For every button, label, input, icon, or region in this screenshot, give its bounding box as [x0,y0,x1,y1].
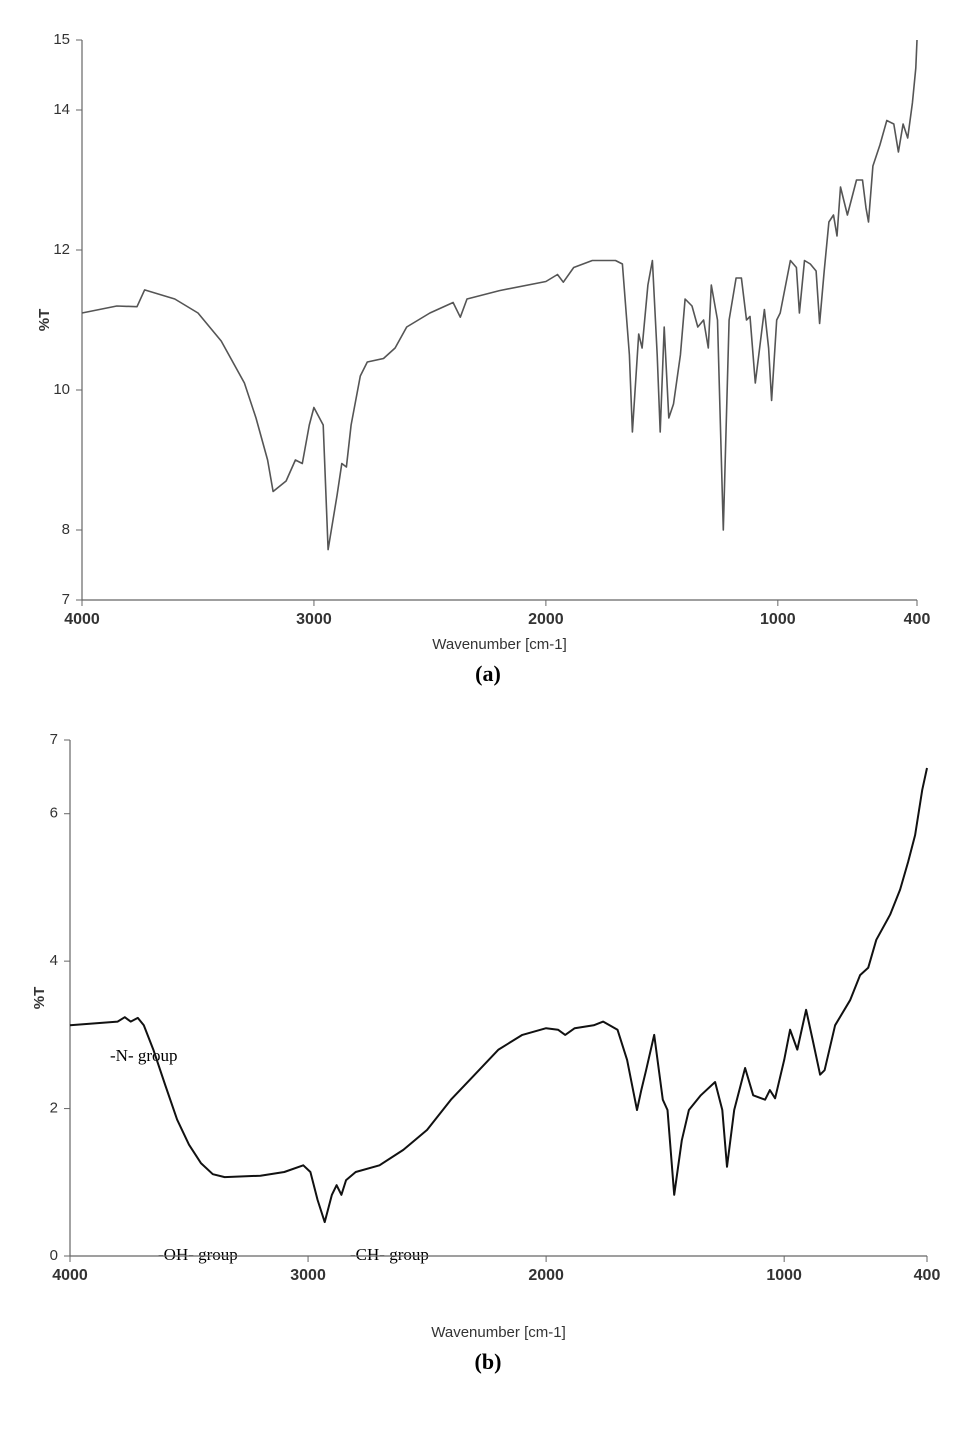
y-axis-label: %T [31,987,48,1010]
x-tick-label: 3000 [296,611,332,628]
x-tick-label: 400 [904,611,931,628]
y-tick-label: 15 [53,31,70,48]
x-tick-label: 3000 [290,1267,326,1284]
x-tick-label: 1000 [766,1267,802,1284]
caption: (a) [475,661,501,686]
spectrum-line [81,39,918,551]
x-tick-label: 4000 [52,1267,88,1284]
y-tick-label: 8 [62,521,70,538]
annotation: -CH- group [350,1245,429,1264]
y-tick-label: 7 [62,591,70,608]
x-tick-label: 2000 [528,1267,564,1284]
spectrum-line [69,767,928,1224]
x-tick-label: 400 [914,1267,941,1284]
x-axis-label: Wavenumber [cm-1] [431,1324,565,1341]
annotation: -N- group [110,1046,178,1065]
y-tick-label: 2 [50,1100,58,1117]
y-tick-label: 0 [50,1247,58,1264]
y-tick-label: 4 [50,952,58,969]
x-tick-label: 1000 [760,611,796,628]
y-axis-label: %T [36,309,53,332]
y-tick-label: 7 [50,731,58,748]
y-tick-label: 6 [50,805,58,822]
y-tick-label: 14 [53,101,70,118]
x-axis-label: Wavenumber [cm-1] [432,636,566,653]
y-tick-label: 10 [53,381,70,398]
annotation: -OH- group [158,1245,238,1264]
y-tick-label: 12 [53,241,70,258]
x-tick-label: 2000 [528,611,564,628]
x-tick-label: 4000 [64,611,100,628]
caption: (b) [475,1349,502,1374]
